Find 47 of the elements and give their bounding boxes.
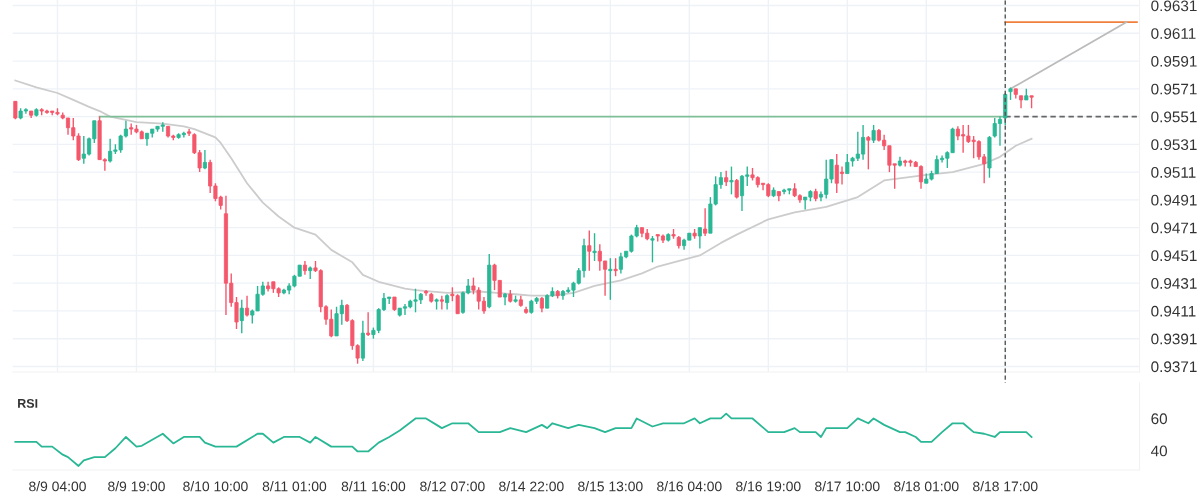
candlestick: [697, 226, 702, 250]
line-series: [14, 412, 1033, 467]
x-tick-label: 8/11 16:00: [341, 481, 406, 492]
x-tick-label: 8/18 17:00: [973, 481, 1038, 492]
y-tick-label: 0.9591: [1151, 55, 1197, 67]
candlestick: [729, 165, 734, 196]
candlestick: [239, 299, 244, 334]
candlestick: [650, 235, 655, 264]
x-tick-label: 8/15 13:00: [578, 481, 643, 492]
y-tick-label: 60: [1151, 413, 1168, 425]
y-tick-label: 0.9491: [1151, 194, 1197, 206]
candlestick: [366, 311, 371, 337]
x-tick-label: 8/11 01:00: [262, 481, 327, 492]
x-tick-label: 8/9 04:00: [29, 481, 86, 492]
x-tick-label: 8/16 04:00: [657, 481, 722, 492]
candlestick: [845, 153, 850, 175]
candlestick: [502, 292, 508, 307]
candlestick: [871, 124, 876, 144]
candlestick: [613, 257, 618, 277]
x-tick-label: 8/9 19:00: [108, 481, 165, 492]
candlestick: [866, 135, 871, 171]
x-tick-label: 8/10 10:00: [183, 481, 248, 492]
y-tick-label: 0.9511: [1151, 166, 1196, 178]
candlestick: [703, 207, 708, 237]
candlestick: [439, 294, 444, 311]
x-tick-label: 8/16 19:00: [736, 481, 801, 492]
candlestick: [592, 232, 597, 262]
y-tick-label: 0.9571: [1151, 83, 1197, 95]
x-tick-label: 8/14 22:00: [499, 481, 564, 492]
y-tick-label: 0.9551: [1151, 111, 1197, 123]
y-tick-label: 0.9391: [1151, 333, 1197, 345]
y-tick-label: 0.9431: [1151, 278, 1197, 289]
y-tick-label: 0.9531: [1151, 139, 1197, 151]
x-tick-label: 8/12 07:00: [420, 481, 485, 492]
y-tick-label: 0.9611: [1151, 28, 1196, 39]
x-tick-label: 8/17 10:00: [815, 481, 880, 492]
y-tick-label: 0.9631: [1151, 0, 1197, 12]
y-tick-label: 0.9451: [1151, 250, 1197, 262]
x-tick-label: 8/18 01:00: [894, 481, 959, 492]
y-tick-label: 40: [1150, 445, 1168, 457]
candlestick: [608, 257, 613, 301]
candlestick: [724, 170, 729, 187]
y-tick-label: 0.9411: [1151, 305, 1196, 317]
y-tick-label: 0.9471: [1151, 222, 1197, 234]
y-tick-label: 0.9371: [1151, 361, 1197, 373]
candlestick: [587, 229, 592, 272]
text: RSI: [18, 398, 38, 408]
